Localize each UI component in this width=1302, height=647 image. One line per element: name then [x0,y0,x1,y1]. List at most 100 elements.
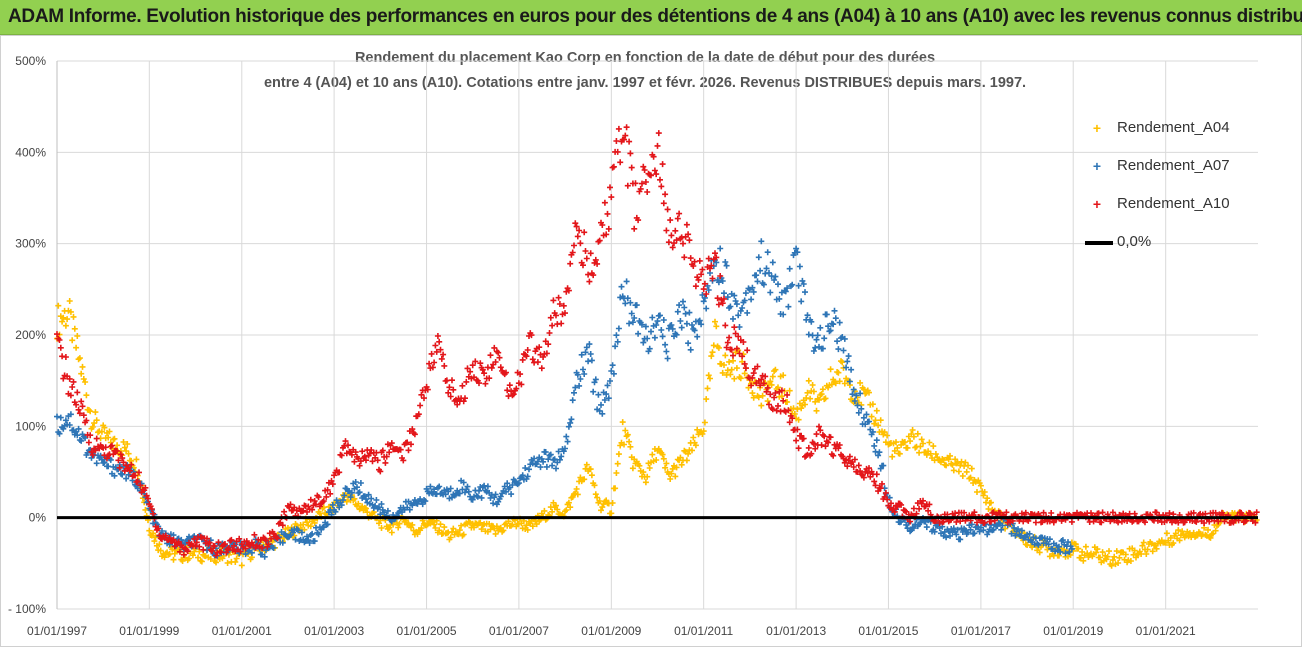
data-point-Rendement_A04 [92,409,99,416]
data-point-Rendement_A07 [727,303,734,310]
data-point-Rendement_A10 [642,179,649,185]
data-point-Rendement_A04 [804,389,811,396]
data-point-Rendement_A07 [686,309,693,316]
data-point-Rendement_A10 [404,439,411,446]
data-point-Rendement_A07 [354,484,360,491]
data-point-Rendement_A10 [667,217,674,224]
data-point-Rendement_A10 [709,275,716,282]
data-point-Rendement_A10 [528,332,535,339]
data-point-Rendement_A07 [873,437,880,444]
data-point-Rendement_A10 [482,380,489,387]
data-point-Rendement_A07 [754,278,761,285]
data-point-Rendement_A04 [663,460,670,467]
data-point-Rendement_A10 [162,532,169,539]
data-point-Rendement_A10 [650,153,657,160]
data-point-Rendement_A04 [984,495,991,502]
data-point-Rendement_A04 [722,352,729,359]
data-point-Rendement_A04 [591,482,598,489]
data-point-Rendement_A10 [148,506,155,512]
data-point-Rendement_A04 [213,559,219,566]
data-point-Rendement_A10 [175,538,182,545]
data-point-Rendement_A04 [1138,551,1145,557]
data-point-Rendement_A10 [722,322,729,329]
data-point-Rendement_A10 [835,445,842,452]
data-point-Rendement_A07 [836,319,843,326]
data-point-Rendement_A10 [211,543,218,550]
data-point-Rendement_A04 [133,456,140,463]
data-point-Rendement_A10 [772,390,779,396]
data-point-Rendement_A04 [871,420,878,427]
data-point-Rendement_A07 [735,312,742,319]
data-point-Rendement_A07 [431,486,438,493]
data-point-Rendement_A07 [460,479,467,486]
data-point-Rendement_A04 [731,375,738,382]
data-point-Rendement_A10 [866,465,872,472]
data-point-Rendement_A07 [701,294,708,301]
data-point-Rendement_A10 [775,402,781,409]
data-point-Rendement_A10 [150,510,157,517]
data-point-Rendement_A04 [835,369,842,376]
data-point-Rendement_A04 [667,476,674,482]
data-point-Rendement_A10 [132,472,139,479]
data-point-Rendement_A04 [943,462,950,469]
data-point-Rendement_A04 [1167,534,1174,541]
data-point-Rendement_A07 [931,528,938,535]
x-tick-label: 01/01/2015 [858,624,918,638]
data-point-Rendement_A07 [406,506,413,513]
data-point-Rendement_A10 [723,344,730,351]
data-point-Rendement_A10 [1201,520,1208,526]
data-point-Rendement_A10 [519,356,526,363]
data-point-Rendement_A04 [1149,548,1156,555]
data-point-Rendement_A10 [981,519,988,526]
data-point-Rendement_A10 [717,273,724,279]
data-point-Rendement_A04 [79,363,86,370]
data-point-Rendement_A10 [692,283,699,290]
data-point-Rendement_A04 [142,506,149,513]
data-point-Rendement_A04 [471,524,477,531]
data-point-Rendement_A07 [757,267,764,274]
data-point-Rendement_A04 [59,318,66,325]
data-point-Rendement_A04 [157,547,164,554]
data-point-Rendement_A04 [816,396,822,403]
data-point-Rendement_A10 [495,349,502,356]
data-point-Rendement_A10 [274,535,281,542]
data-point-Rendement_A04 [920,440,926,447]
data-point-Rendement_A10 [547,314,554,321]
data-point-Rendement_A07 [66,422,73,428]
data-point-Rendement_A10 [93,435,100,442]
data-point-Rendement_A07 [574,371,581,378]
data-point-Rendement_A04 [1106,548,1112,555]
data-point-Rendement_A10 [342,438,349,445]
data-point-Rendement_A04 [587,466,594,473]
data-point-Rendement_A04 [300,521,307,528]
series-Rendement_A07 [54,238,1075,560]
data-point-Rendement_A10 [586,278,593,285]
data-point-Rendement_A04 [715,344,722,351]
data-point-Rendement_A04 [704,385,711,392]
data-point-Rendement_A10 [397,446,404,453]
data-point-Rendement_A04 [810,388,817,395]
data-point-Rendement_A07 [853,392,860,399]
data-point-Rendement_A10 [505,393,512,400]
x-tick-label: 01/01/2005 [397,624,457,638]
data-point-Rendement_A07 [603,391,610,398]
data-point-Rendement_A07 [62,417,69,424]
data-point-Rendement_A10 [601,199,608,206]
data-point-Rendement_A07 [585,358,592,365]
data-point-Rendement_A07 [910,525,917,532]
data-point-Rendement_A10 [703,291,710,297]
data-point-Rendement_A07 [876,449,883,456]
data-point-Rendement_A04 [207,556,214,562]
data-point-Rendement_A04 [111,435,118,442]
y-tick-label: 500% [15,54,46,68]
data-point-Rendement_A04 [615,451,622,458]
data-point-Rendement_A10 [415,411,422,418]
data-point-Rendement_A07 [732,298,739,304]
data-point-Rendement_A07 [700,298,707,305]
data-point-Rendement_A04 [832,380,839,387]
data-point-Rendement_A07 [572,384,579,391]
data-point-Rendement_A10 [223,549,230,556]
data-point-Rendement_A04 [146,527,153,534]
data-point-Rendement_A10 [614,148,621,155]
data-point-Rendement_A07 [943,534,950,541]
